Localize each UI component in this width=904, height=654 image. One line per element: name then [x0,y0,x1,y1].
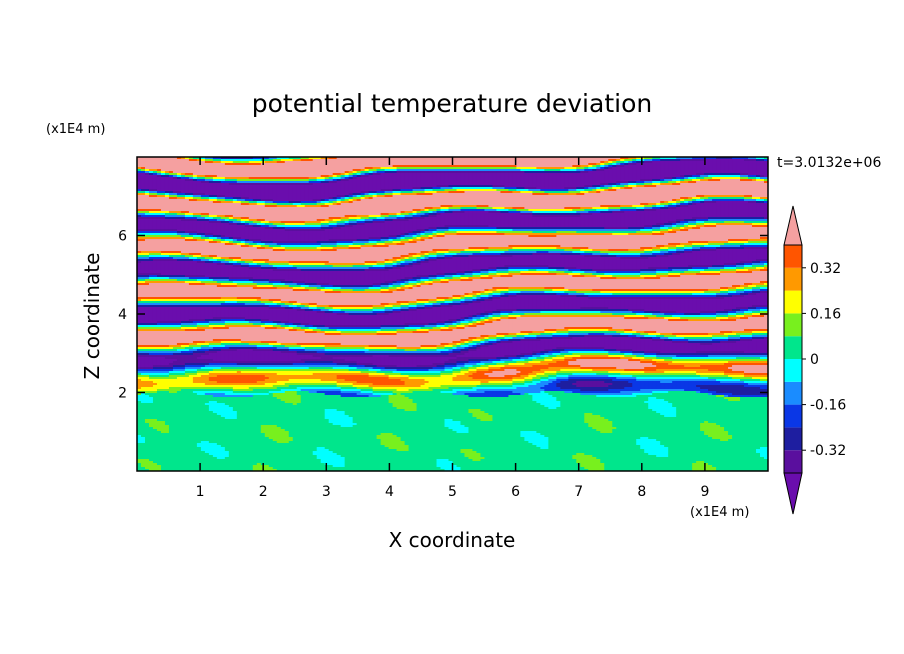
colorbar-label: -0.16 [810,398,846,414]
x-tick-label: 7 [574,484,583,500]
x-tick-label: 2 [259,484,268,500]
x-axis-unit: (x1E4 m) [690,505,749,520]
colorbar-under-triangle [783,472,803,515]
x-axis-label: X coordinate [389,528,516,552]
x-tick-label: 8 [637,484,646,500]
x-tick-label: 6 [511,484,520,500]
colorbar-segment [784,427,802,451]
colorbar-label: 0.16 [810,306,841,322]
colorbar-over-triangle [783,205,803,246]
y-axis-unit: (x1E4 m) [46,122,105,137]
x-tick-label: 1 [196,484,205,500]
plot-area [137,157,768,471]
colorbar-label: 0 [810,352,819,368]
y-tick-label: 4 [118,307,127,323]
colorbar-label: 0.32 [810,261,841,277]
y-tick-label: 2 [118,386,127,402]
x-axis-ticks: 1 2 3 4 5 6 7 8 9 [196,157,709,500]
time-label: t=3.0132e+06 [777,155,881,171]
contour-field [137,157,768,471]
colorbar: 0.32 0.16 0 -0.16 -0.32 [783,205,846,515]
colorbar-segment [784,359,802,382]
y-tick-label: 6 [118,229,127,245]
colorbar-segment [784,450,802,473]
colorbar-segment [784,313,802,337]
colorbar-segment [784,267,802,291]
colorbar-segment [784,336,802,359]
x-tick-label: 3 [322,484,331,500]
colorbar-segment [784,381,802,405]
y-axis-ticks: 2 4 6 [118,229,768,402]
x-tick-label: 5 [448,484,457,500]
y-axis-label: Z coordinate [80,253,104,380]
colorbar-segment [784,404,802,428]
x-tick-label: 4 [385,484,394,500]
chart-title: potential temperature deviation [252,89,652,118]
colorbar-segment [784,290,802,314]
colorbar-segment [784,245,802,268]
colorbar-label: -0.32 [810,443,846,459]
x-tick-label: 9 [700,484,709,500]
